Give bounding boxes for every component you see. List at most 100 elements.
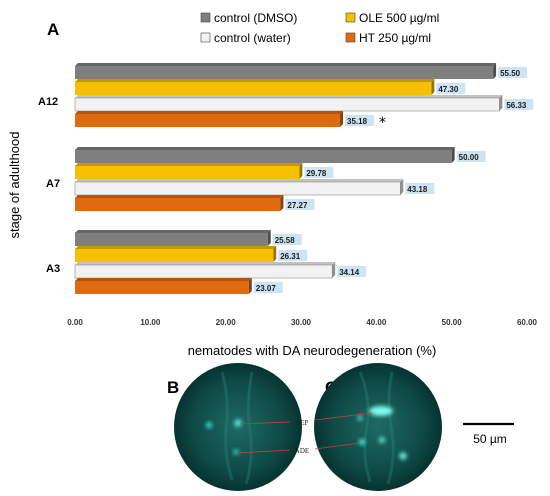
x-tick-label-5: 50.00 — [442, 318, 463, 327]
legend: control (DMSO) OLE 500 µg/ml control (wa… — [200, 11, 439, 45]
bar-a3-ht-side — [248, 278, 252, 294]
bar-a3-water-value-bg — [337, 266, 367, 277]
ade-pointer-line-b — [237, 449, 291, 454]
bar-a7-ht — [75, 198, 281, 211]
bar-a12-water-value-label: 56.33 — [506, 101, 527, 110]
micrograph-c-field — [314, 363, 442, 491]
bar-a7-water — [74, 181, 401, 196]
micrograph-b-cep-neuron-left — [206, 422, 212, 428]
ade-label: ADE — [295, 447, 309, 455]
x-axis-title: nematodes with DA neurodegeneration (%) — [188, 343, 437, 358]
micrograph-c — [314, 363, 442, 491]
bar-a3-dmso-side — [267, 230, 271, 246]
legend-swatch-dmso — [200, 12, 211, 23]
micrograph-b-cep-neuron-right — [234, 419, 242, 427]
bar-a7-dmso — [75, 150, 452, 163]
x-tick-label-4: 40.00 — [366, 318, 387, 327]
legend-swatch-ht — [345, 32, 356, 43]
bar-a12-dmso-value-bg — [498, 67, 528, 78]
bar-a12-water-value-bg — [504, 99, 534, 110]
neuron-pointers: CEP ADE — [237, 412, 373, 455]
x-tick-label-3: 30.00 — [291, 318, 312, 327]
bar-a7-ht-top — [75, 195, 284, 198]
bar-series-group: 55.50 47.30 56.33 35.18 50.00 29.78 43.18 27.27… — [74, 63, 534, 294]
bar-a12-ht-top — [75, 111, 344, 114]
bar-a3-ht-top — [75, 278, 252, 281]
micrograph-b-texture — [220, 371, 254, 485]
bar-a7-dmso-value-label: 50.00 — [459, 153, 480, 162]
bar-a7-dmso-side — [451, 147, 455, 163]
bar-a3-ole-value-label: 26.31 — [280, 252, 301, 261]
bar-a12-water — [74, 97, 500, 112]
bar-a3-ht-value-label: 23.07 — [256, 284, 277, 293]
bar-a7-ole-value-bg — [304, 167, 334, 178]
legend-label-water: control (water) — [214, 31, 291, 45]
bar-a3-dmso-value-label: 25.58 — [275, 236, 296, 245]
bar-a7-dmso-top — [75, 147, 455, 150]
bar-a3-ole-side — [273, 246, 277, 262]
bar-a3-water — [74, 264, 333, 279]
micrograph-c-cep-neuron-side — [357, 415, 363, 421]
micrograph-c-texture — [358, 371, 395, 485]
bar-a7-ole — [75, 166, 300, 179]
cep-label: CEP — [296, 419, 309, 427]
bar-a3-water-side — [332, 262, 336, 278]
bar-a12-ole-side — [431, 79, 435, 95]
bar-a3-ole — [75, 249, 274, 262]
scale-bar-label: 50 µm — [473, 432, 507, 446]
bar-a12-water-side — [499, 95, 503, 111]
legend-swatch-ole — [345, 12, 356, 23]
significance-asterisk: * — [379, 115, 386, 131]
bar-a12-ht — [75, 114, 341, 127]
bar-a3-ht — [75, 281, 249, 294]
x-tick-label-6: 60.00 — [517, 318, 538, 327]
legend-label-ole: OLE 500 µg/ml — [359, 11, 439, 25]
category-label-a7: A7 — [46, 178, 60, 190]
bar-a12-ole-value-label: 47.30 — [438, 85, 459, 94]
y-axis-title: stage of adulthood — [7, 132, 22, 239]
x-tick-label-1: 10.00 — [140, 318, 161, 327]
micrograph-c-ade-neuron-right — [399, 452, 407, 460]
bar-a7-ht-value-label: 27.27 — [287, 201, 308, 210]
category-label-a12: A12 — [38, 96, 58, 108]
bar-a3-ole-top — [75, 246, 277, 249]
bar-a12-water-top — [75, 95, 503, 98]
bar-a12-ole-top — [75, 79, 435, 82]
bar-a3-water-value-label: 34.14 — [339, 268, 360, 277]
ade-pointer-line-c — [314, 442, 361, 450]
bar-a7-dmso-value-bg — [456, 151, 486, 162]
micrograph-b — [174, 363, 302, 491]
bar-a7-water-value-label: 43.18 — [407, 185, 428, 194]
cep-pointer-line-c — [314, 412, 373, 421]
bar-a3-ole-value-bg — [278, 250, 308, 261]
bar-a12-dmso-side — [493, 63, 497, 79]
bar-a7-ht-value-bg — [285, 199, 315, 210]
x-tick-label-0: 0.00 — [67, 318, 83, 327]
panel-a-letter: A — [47, 20, 59, 39]
bar-a3-water-top — [75, 262, 336, 265]
micrograph-b-ade-neuron — [233, 449, 239, 455]
bar-a3-dmso-top — [75, 230, 271, 233]
bar-a12-ole-value-bg — [436, 83, 466, 94]
category-label-a3: A3 — [46, 263, 60, 275]
legend-label-ht: HT 250 µg/ml — [359, 31, 431, 45]
legend-label-dmso: control (DMSO) — [214, 11, 297, 25]
bar-a12-dmso — [75, 66, 494, 79]
bar-a12-ole — [75, 82, 432, 95]
x-tick-labels: 0.00 10.00 20.00 30.00 40.00 50.00 60.00 — [67, 318, 537, 327]
micrograph-b-field — [174, 363, 302, 491]
legend-swatch-water — [200, 32, 211, 43]
bar-a12-dmso-top — [75, 63, 497, 66]
x-tick-label-2: 20.00 — [216, 318, 237, 327]
bar-a3-dmso-value-bg — [272, 234, 302, 245]
bar-a7-ole-top — [75, 163, 303, 166]
micrograph-c-ade-neuron-mid — [379, 437, 385, 443]
bar-a12-dmso-value-label: 55.50 — [500, 69, 521, 78]
bar-a3-ht-value-bg — [253, 282, 283, 293]
bar-a3-dmso — [75, 233, 268, 246]
cep-pointer-line-b — [239, 421, 291, 425]
panel-b-letter: B — [167, 378, 179, 397]
bar-a12-ht-side — [340, 111, 344, 127]
micrograph-c-cep-neurons — [369, 406, 393, 416]
